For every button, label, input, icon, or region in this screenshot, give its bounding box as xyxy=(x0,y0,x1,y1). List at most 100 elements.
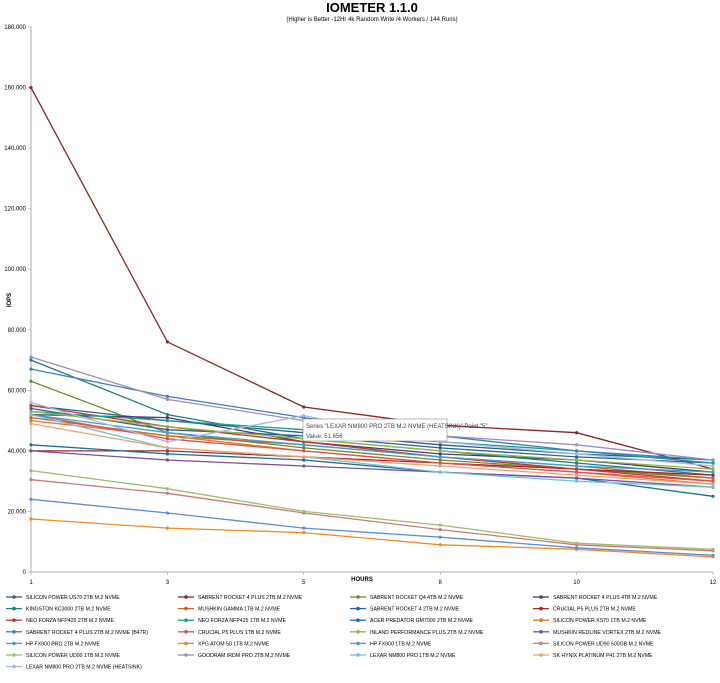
x-tick-label: 12 xyxy=(710,580,717,586)
legend-label: INLAND PERFORMANCE PLUS 2TB M.2 NVME xyxy=(370,630,484,636)
data-point xyxy=(29,409,33,414)
data-point xyxy=(302,443,306,447)
legend-item: GOODRAM IRDM PRO 2TB M.2 NVME xyxy=(178,653,291,659)
legend-item: KINGSTON KC3000 2TB M.2 NVME xyxy=(6,607,111,613)
data-point xyxy=(165,434,169,438)
legend-item: SILICON POWER US70 2TB M.2 NVME xyxy=(6,595,120,601)
data-point xyxy=(29,358,33,362)
legend-item: LEXAR NM800 PRO 2TB M.2 NVME (HEATSINK) xyxy=(6,665,142,671)
data-point xyxy=(29,412,33,417)
y-axis-label: IOPS xyxy=(7,293,13,307)
series-line xyxy=(30,518,714,558)
data-point xyxy=(165,419,169,423)
chart-subtitle: (Higher is Better -12Hr 4k Random Write … xyxy=(286,17,457,23)
data-point xyxy=(575,452,579,456)
x-axis-label: HOURS xyxy=(351,577,373,583)
legend-item: SK HYNIX PLATINUM P41 2TB M.2 NVME xyxy=(533,653,653,659)
data-point xyxy=(165,526,169,530)
data-point xyxy=(165,491,169,495)
y-tick-label: 0 xyxy=(23,570,27,576)
data-point xyxy=(711,473,715,477)
series-line xyxy=(30,469,714,550)
legend-swatch-marker xyxy=(12,630,16,634)
data-point xyxy=(711,482,715,486)
data-point xyxy=(575,464,579,468)
x-tick-label: 1 xyxy=(29,580,33,586)
data-point xyxy=(711,461,715,465)
legend-label: CRUCIAL P5 PLUS 1TB M.2 NVME xyxy=(198,630,281,636)
data-point xyxy=(302,526,306,530)
legend-label: NEO FORZA NFP425 1TB M.2 NVME xyxy=(198,618,286,624)
data-point xyxy=(29,379,33,383)
series-7 xyxy=(29,406,715,465)
series-line xyxy=(30,413,714,473)
data-point xyxy=(29,443,33,447)
legend-swatch-marker xyxy=(184,595,188,599)
legend-item: SABRENT ROCKET 4 PLUS 4TB M.2 NVME xyxy=(533,595,658,601)
series-line xyxy=(30,450,714,488)
data-point xyxy=(29,422,33,426)
data-point xyxy=(711,553,715,557)
series-24 xyxy=(29,422,715,486)
data-point xyxy=(575,479,579,483)
legend-swatch-marker xyxy=(539,630,543,634)
data-point xyxy=(302,464,306,468)
plot-area xyxy=(29,85,715,559)
data-point xyxy=(29,449,33,453)
legend-label: MUSHKIN REDLINE VORTEX 2TB M.2 NVME xyxy=(553,630,662,636)
data-point xyxy=(575,546,579,550)
data-point xyxy=(438,535,442,539)
data-point xyxy=(438,443,442,447)
x-tick-label: 8 xyxy=(439,580,443,586)
legend-swatch-marker xyxy=(12,618,16,622)
legend-swatch-marker xyxy=(539,641,543,646)
x-tick-label: 5 xyxy=(302,580,306,586)
data-point xyxy=(29,355,33,359)
data-point xyxy=(438,523,442,527)
legend-item: NEO FORZA NFP425 1TB M.2 NVME xyxy=(178,618,286,624)
legend-swatch-marker xyxy=(184,641,188,646)
series-line xyxy=(30,422,714,485)
y-tick-label: 100.000 xyxy=(4,267,26,273)
legend-swatch-marker xyxy=(12,664,16,669)
data-point xyxy=(29,400,33,405)
tooltip-box xyxy=(302,418,448,442)
data-point xyxy=(711,458,715,462)
data-point xyxy=(711,485,715,489)
legend-swatch-marker xyxy=(184,618,188,622)
data-point xyxy=(29,419,33,423)
legend-swatch-marker xyxy=(539,606,543,611)
data-point xyxy=(165,340,169,344)
legend-item: SABRENT ROCKET Q4 4TB M.2 NVME xyxy=(350,595,464,601)
legend-label: LEXAR NM800 PRO 2TB M.2 NVME (HEATSINK) xyxy=(26,665,142,671)
data-point xyxy=(302,405,306,409)
legend-swatch-marker xyxy=(356,630,360,634)
data-point xyxy=(29,415,33,420)
y-tick-label: 60.000 xyxy=(8,388,27,394)
data-point xyxy=(29,497,33,501)
data-point xyxy=(302,455,306,459)
legend-label: SILICON POWER US70 2TB M.2 NVME xyxy=(26,595,120,601)
data-point xyxy=(438,470,442,474)
data-point xyxy=(711,464,715,468)
y-tick-label: 80.000 xyxy=(8,328,27,334)
data-point xyxy=(711,479,715,483)
data-point xyxy=(575,449,579,453)
data-point xyxy=(711,476,715,480)
legend-item: NEO FORZA NFP425 2TB M.2 NVME xyxy=(6,618,114,624)
legend-swatch-marker xyxy=(12,653,16,657)
data-point xyxy=(438,464,442,468)
legend-label: HP FX900 PRO 2TB M.2 NVME xyxy=(26,641,101,647)
data-point xyxy=(438,452,442,456)
y-tick-label: 20.000 xyxy=(8,509,27,515)
tooltip-line-2: Value: 51.656 xyxy=(306,434,343,440)
legend-item: SILICON POWER XS70 1TB M.2 NVME xyxy=(533,618,647,624)
data-point xyxy=(165,415,169,420)
data-point xyxy=(575,473,579,477)
legend-item: ACER PREDATOR GM7000 2TB M.2 NVME xyxy=(350,618,474,624)
data-point xyxy=(29,403,33,408)
legend-item: INLAND PERFORMANCE PLUS 2TB M.2 NVME xyxy=(350,630,484,636)
series-line xyxy=(30,368,714,461)
data-point xyxy=(29,517,33,521)
data-point xyxy=(575,467,579,471)
